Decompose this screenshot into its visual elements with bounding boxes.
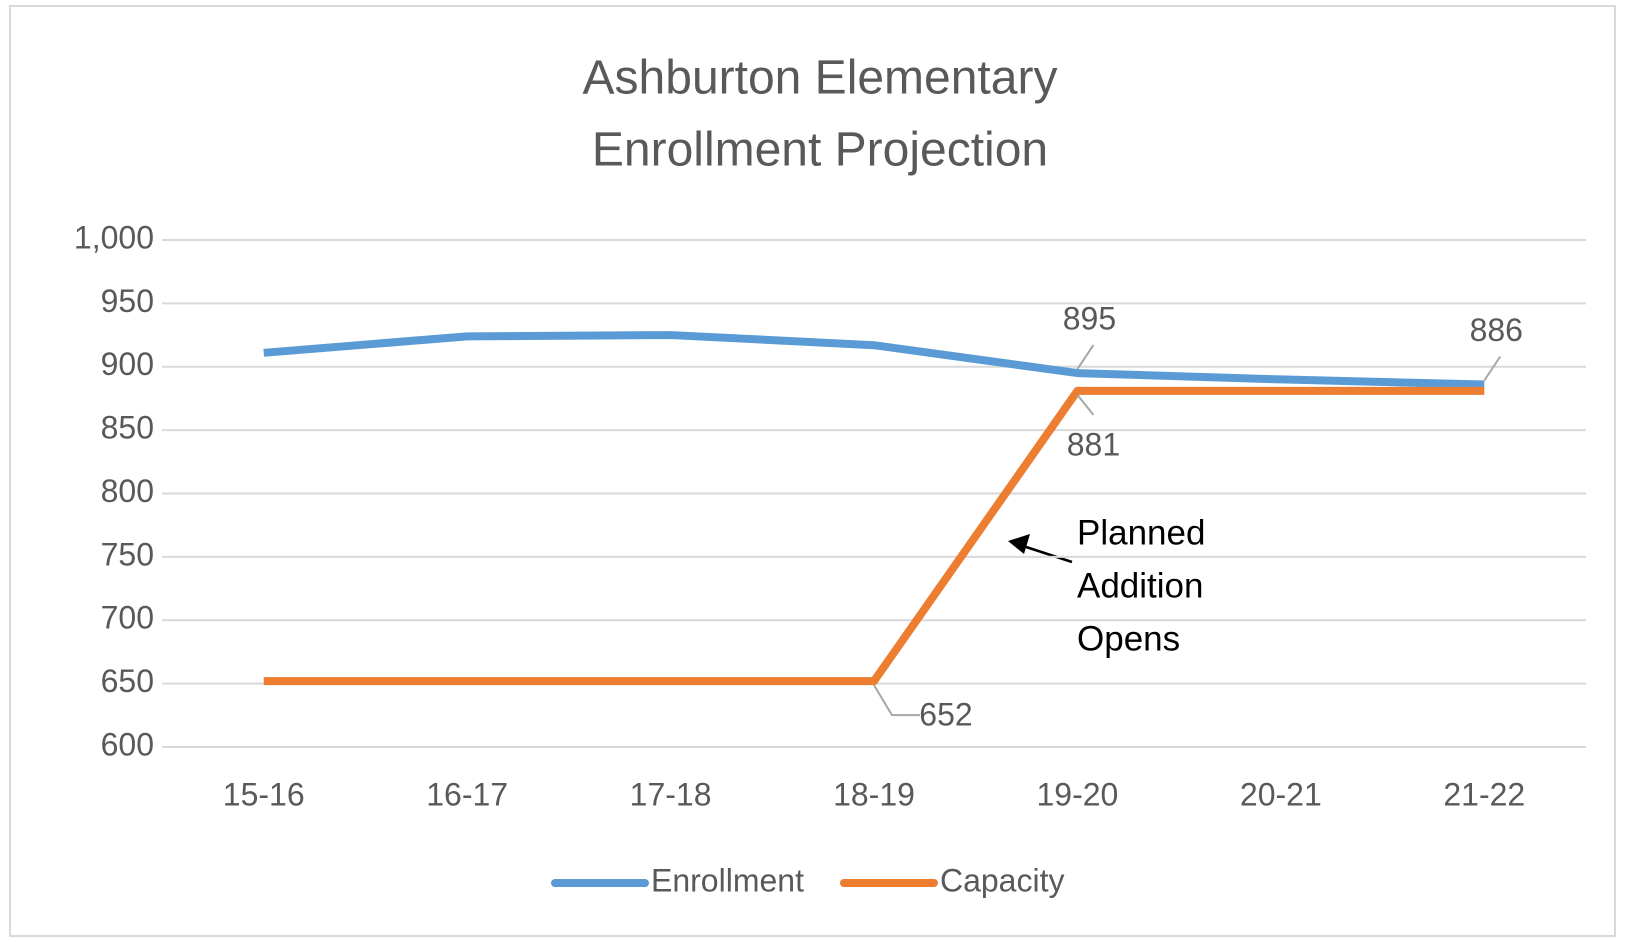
- label-leader: [873, 684, 920, 717]
- label-leader: [1076, 344, 1095, 370]
- x-tick-label: 19-20: [1037, 776, 1119, 812]
- chart-frame: [9, 5, 1616, 937]
- y-tick-label: 700: [101, 600, 154, 636]
- chart-title: Enrollment Projection: [592, 124, 1048, 177]
- x-tick-label: 21-22: [1443, 776, 1525, 812]
- chart-title: Ashburton Elementary: [583, 52, 1058, 105]
- series-line: [263, 386, 1485, 686]
- y-tick-label: 600: [101, 726, 154, 762]
- label-leader: [1483, 355, 1502, 382]
- annotation-arrow: [1019, 543, 1073, 564]
- legend-label: Enrollment: [651, 862, 804, 898]
- annotation-text: Opens: [1077, 619, 1180, 658]
- y-tick-label: 850: [101, 410, 154, 446]
- data-label: 881: [1067, 426, 1120, 462]
- annotation-text: Addition: [1077, 566, 1203, 605]
- x-tick-label: 15-16: [223, 776, 305, 812]
- legend-label: Capacity: [940, 862, 1065, 898]
- y-tick-label: 950: [101, 283, 154, 319]
- x-tick-label: 20-21: [1240, 776, 1322, 812]
- x-tick-label: 17-18: [630, 776, 712, 812]
- y-tick-label: 900: [101, 346, 154, 382]
- y-tick-label: 800: [101, 473, 154, 509]
- y-tick-label: 650: [101, 663, 154, 699]
- y-tick-label: 750: [101, 536, 154, 572]
- annotation-text: Planned: [1077, 513, 1205, 552]
- series-line: [263, 331, 1485, 389]
- x-tick-label: 16-17: [426, 776, 508, 812]
- data-label: 886: [1470, 312, 1523, 348]
- data-label: 652: [919, 697, 972, 733]
- y-tick-label: 1,000: [74, 219, 154, 255]
- label-leader: [1076, 394, 1095, 416]
- x-tick-label: 18-19: [833, 776, 915, 812]
- data-label: 895: [1063, 301, 1116, 337]
- annotation-arrowhead: [1008, 534, 1030, 554]
